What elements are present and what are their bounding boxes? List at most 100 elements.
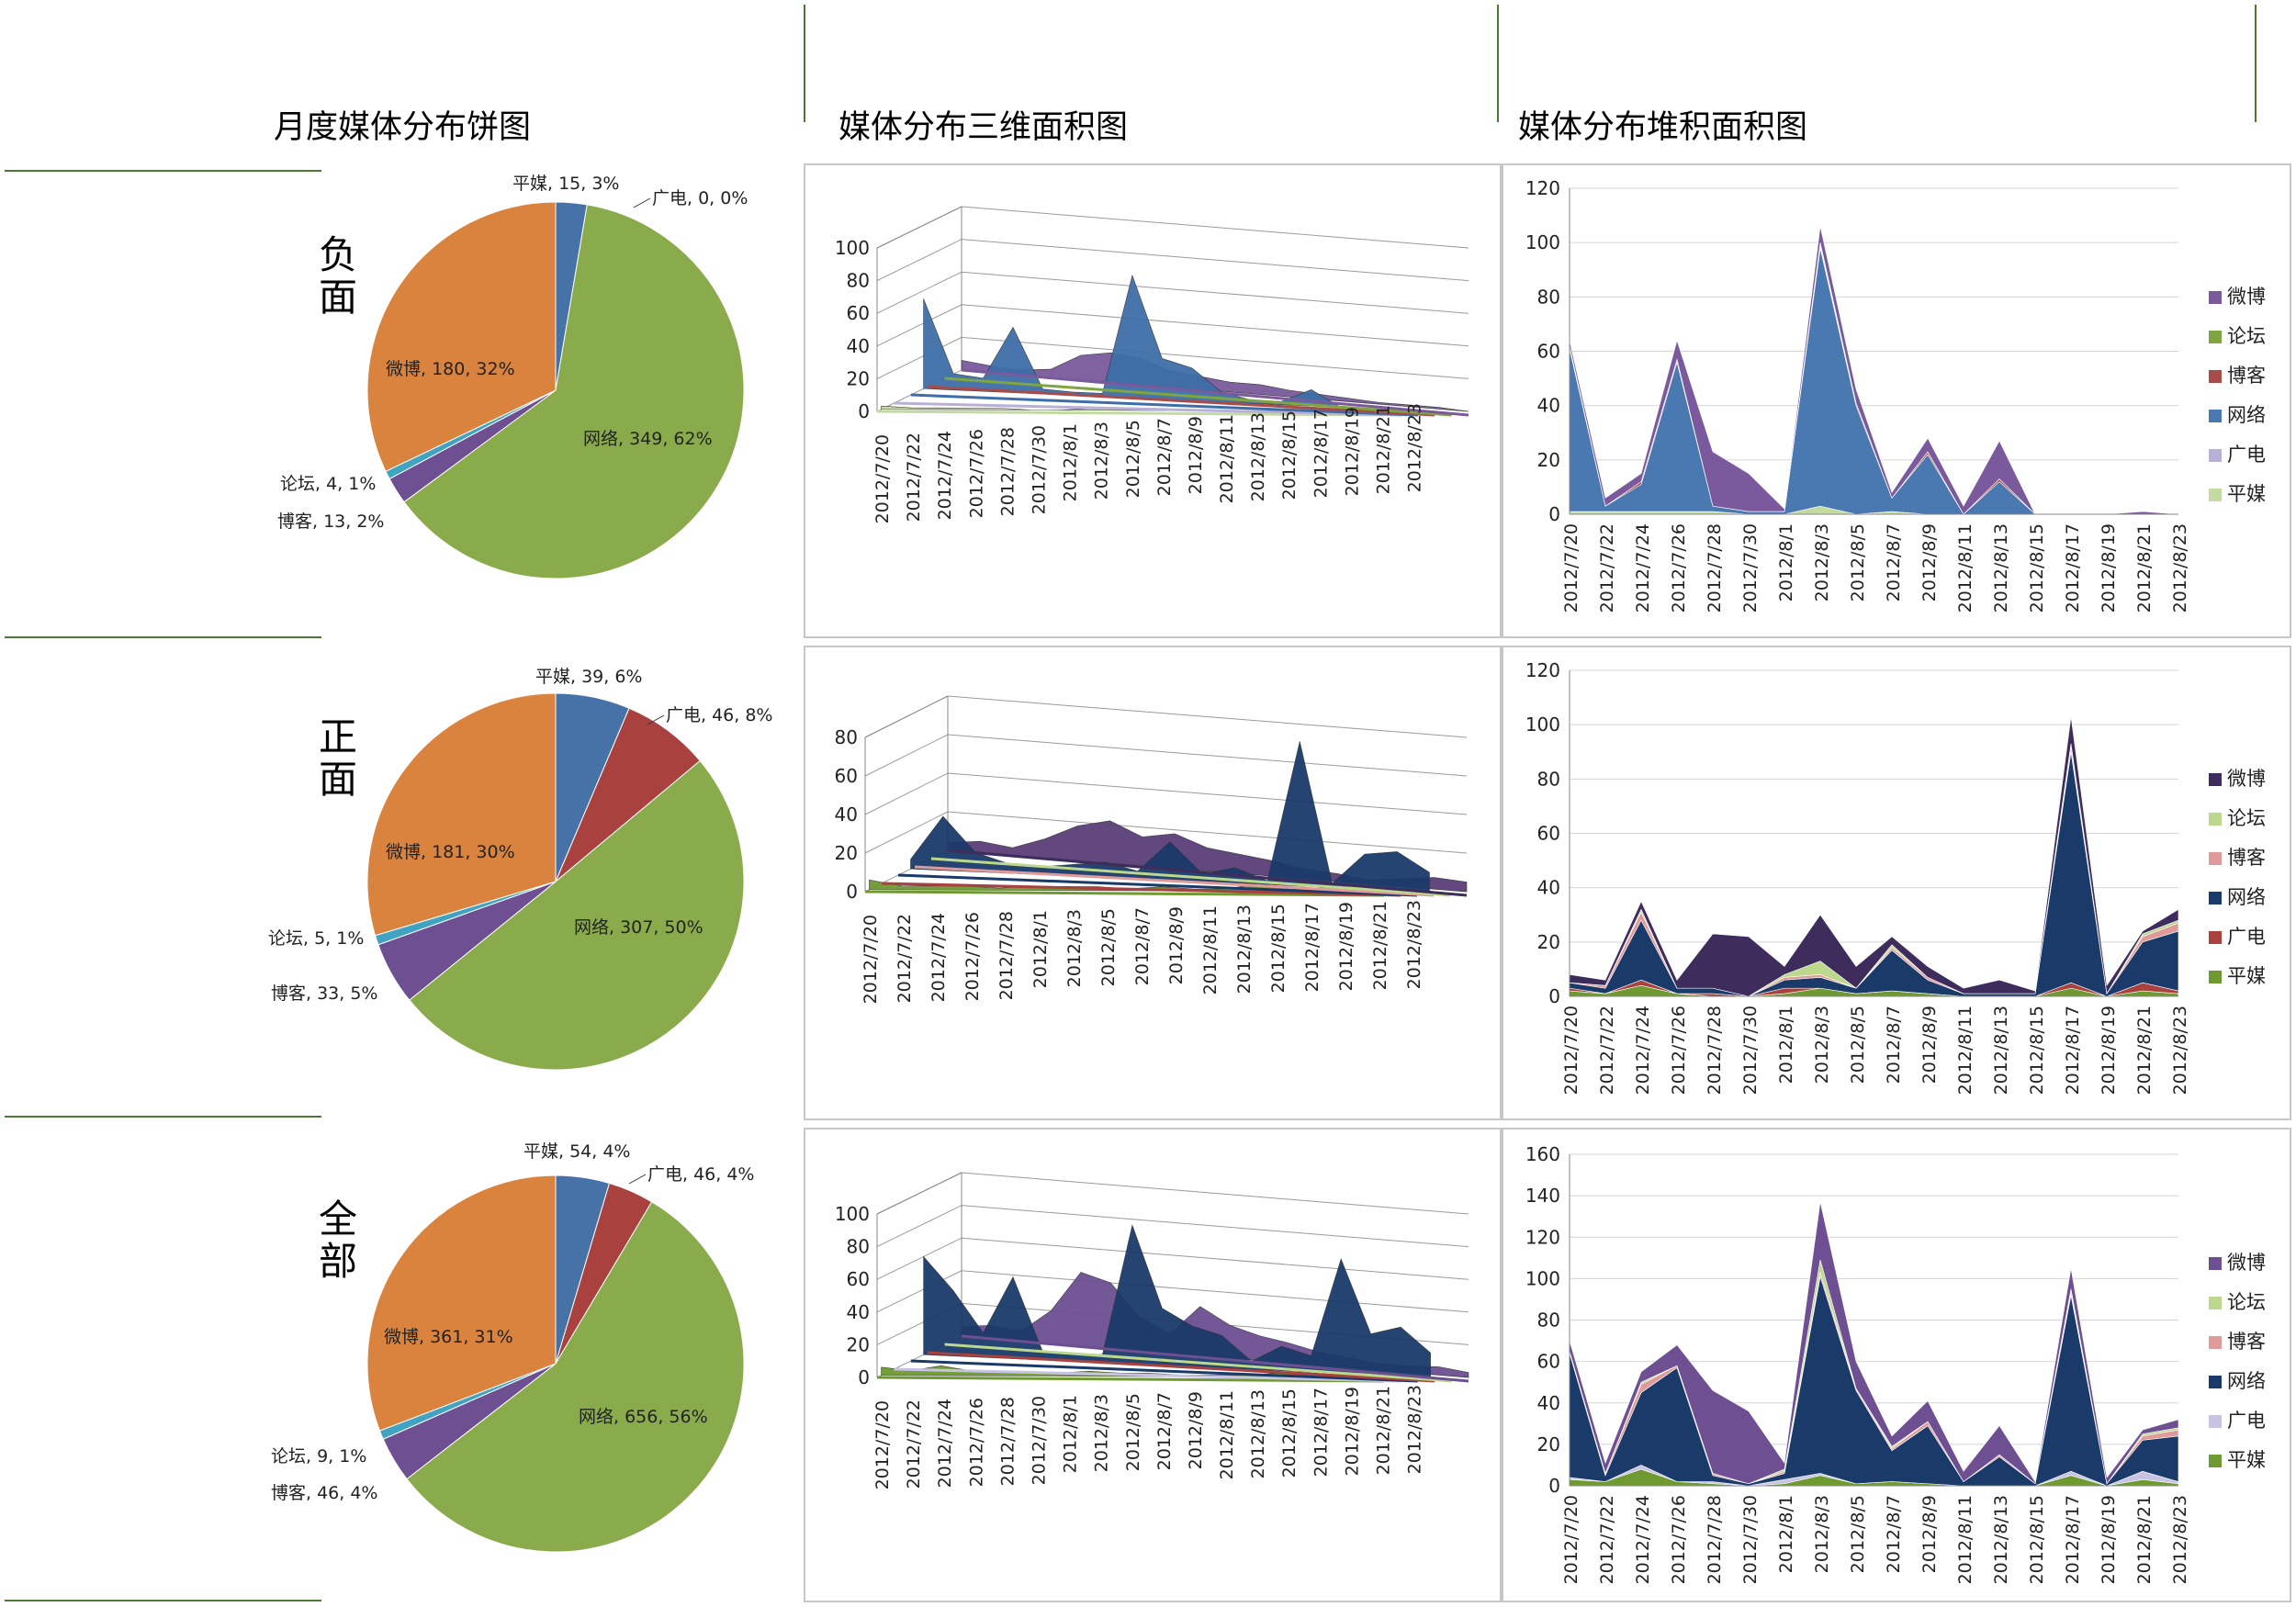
legend-swatch [2209, 931, 2222, 944]
y-tick-label: 40 [1537, 395, 1560, 417]
x-tick-label: 2012/8/15 [2027, 523, 2047, 612]
grid-line [876, 1205, 1469, 1248]
x-tick-label: 2012/7/30 [1029, 425, 1049, 514]
y-tick-label: 20 [1537, 931, 1560, 953]
x-tick-label: 2012/8/13 [1991, 1495, 2011, 1584]
area3d-chart-all: 0 20 40 60 80 100 2012/7/20 2012/7/22 2012/7/24 2… [835, 1172, 1469, 1489]
x-tick-label: 2012/8/21 [2134, 523, 2155, 612]
x-tick-label: 2012/8/9 [1186, 416, 1206, 494]
stacked-panel-negative: 0 20 40 60 80 100 120 2012/7/20 2012/7/22 2012/7/… [1502, 163, 2291, 638]
pie-label-博客: 博客, 13, 2% [277, 511, 384, 532]
pie-leader-line [633, 197, 651, 208]
grid-line [876, 206, 1469, 249]
x-tick-label: 2012/8/19 [1342, 407, 1362, 496]
x-tick-label: 2012/8/23 [1405, 403, 1425, 492]
y-tick-label: 0 [858, 1366, 870, 1388]
floor-stripe [876, 410, 1385, 417]
legend-label: 论坛 [2227, 1291, 2266, 1313]
pie-label-广电: 广电, 46, 8% [666, 705, 772, 725]
x-tick-label: 2012/8/21 [1370, 901, 1390, 990]
x-tick-label: 2012/8/19 [1336, 902, 1356, 991]
x-tick-label: 2012/7/24 [1633, 523, 1653, 612]
pie-label-论坛: 论坛, 9, 1% [271, 1446, 366, 1467]
legend-swatch [2209, 1455, 2222, 1467]
x-tick-label: 2012/8/11 [1217, 1390, 1237, 1479]
x-tick-label: 2012/8/9 [1919, 1006, 1940, 1084]
x-tick-label: 2012/7/30 [1740, 1006, 1761, 1095]
x-tick-label: 2012/8/17 [1302, 903, 1322, 992]
pie-chart-negative: 平媒, 15, 3% 广电, 0, 0% 网络, 349, 62% 博客, 13, 2… [277, 174, 748, 579]
y-tick-label: 40 [1537, 877, 1560, 899]
x-tick-label: 2012/8/19 [2099, 1006, 2119, 1095]
x-tick-label: 2012/8/13 [1991, 523, 2011, 612]
pie-slice-微博 [366, 692, 557, 937]
x-tick-label: 2012/8/9 [1919, 1495, 1940, 1573]
x-tick-label: 2012/8/23 [2170, 523, 2190, 612]
x-tick-label: 2012/7/26 [966, 1398, 986, 1487]
x-tick-label: 2012/8/17 [2063, 523, 2083, 612]
y-tick-label: 40 [847, 1301, 870, 1323]
legend-label: 论坛 [2227, 807, 2266, 829]
x-tick-label: 2012/8/13 [1248, 412, 1268, 501]
floor-stripe [944, 1343, 1452, 1383]
legend-label: 广电 [2227, 444, 2266, 466]
x-tick-label: 2012/8/1 [1776, 523, 1796, 601]
stacked-chart-all: 0 20 40 60 80 100 120 140 160 2012/7/20 2012/7/22 2… [1525, 1143, 2266, 1584]
x-tick-label: 2012/8/13 [1248, 1389, 1268, 1478]
legend-label: 广电 [2227, 1410, 2266, 1432]
x-tick-label: 2012/7/22 [1597, 1495, 1617, 1584]
x-tick-label: 2012/8/21 [2134, 1495, 2155, 1584]
separator-3 [2255, 5, 2257, 122]
pie-slice-微博 [366, 1174, 557, 1432]
x-tick-label: 2012/8/7 [1154, 418, 1175, 496]
stacked-panel-positive: 0 20 40 60 80 100 120 2012/7/20 2012/7/22 2012/7/… [1502, 646, 2291, 1120]
x-tick-label: 2012/8/5 [1123, 1393, 1143, 1471]
pie-label-平媒: 平媒, 15, 3% [512, 174, 619, 194]
y-tick-label: 60 [1537, 823, 1560, 845]
legend-label: 网络 [2227, 1370, 2266, 1392]
legend-swatch [2209, 370, 2222, 383]
axis-edge [876, 1172, 962, 1215]
x-tick-label: 2012/8/5 [1123, 420, 1143, 498]
y-tick-label: 0 [846, 881, 858, 903]
x-tick-label: 2012/7/26 [962, 912, 983, 1001]
x-tick-label: 2012/8/11 [1955, 523, 1975, 612]
legend-swatch [2209, 331, 2222, 343]
pie-label-微博: 微博, 181, 30% [386, 842, 515, 862]
pie-label-博客: 博客, 33, 5% [271, 983, 377, 1004]
x-tick-label: 2012/8/11 [1955, 1006, 1975, 1095]
row-label-positive: 正面 [318, 714, 357, 802]
grid-line [864, 695, 1468, 738]
area3d-panel-negative: 0 20 40 60 80 100 2012/7/20 2012/7/22 2012/7/24 2… [804, 163, 1502, 638]
x-tick-label: 2012/8/9 [1186, 1391, 1206, 1469]
legend-swatch [2209, 773, 2222, 786]
legend-label: 平媒 [2227, 965, 2266, 987]
floor-stripe [928, 1351, 1435, 1383]
x-tick-label: 2012/8/1 [1776, 1006, 1796, 1084]
x-tick-label: 2012/8/15 [1279, 1388, 1300, 1478]
area3d-chart-negative: 0 20 40 60 80 100 2012/7/20 2012/7/22 2012/7/24 2… [835, 206, 1469, 523]
pie-leader-line [647, 714, 665, 725]
y-tick-label: 0 [1548, 985, 1560, 1007]
y-tick-label: 100 [1525, 1267, 1560, 1289]
y-tick-label: 80 [847, 270, 870, 292]
pie-label-论坛: 论坛, 4, 1% [280, 474, 376, 494]
x-tick-label: 2012/7/30 [1740, 523, 1761, 612]
legend-swatch [2209, 1336, 2222, 1349]
x-tick-label: 2012/8/11 [1200, 905, 1221, 995]
floor-stripe [961, 368, 1469, 417]
pie-label-平媒: 平媒, 39, 6% [535, 667, 642, 687]
pie-label-论坛: 论坛, 5, 1% [268, 928, 364, 949]
x-tick-label: 2012/8/1 [1030, 910, 1051, 988]
x-tick-label: 2012/7/22 [1597, 523, 1617, 612]
legend-label: 微博 [2227, 1252, 2266, 1274]
floor-stripe [961, 1334, 1469, 1383]
y-tick-label: 80 [847, 1236, 870, 1258]
floor-stripe [894, 401, 1401, 417]
legend-swatch [2209, 852, 2222, 865]
x-tick-label: 2012/8/15 [1268, 904, 1289, 993]
floor-stripe [894, 1367, 1401, 1383]
x-tick-label: 2012/8/15 [2027, 1495, 2047, 1584]
x-tick-label: 2012/7/22 [904, 1399, 924, 1489]
x-tick-label: 2012/8/23 [2170, 1495, 2190, 1584]
